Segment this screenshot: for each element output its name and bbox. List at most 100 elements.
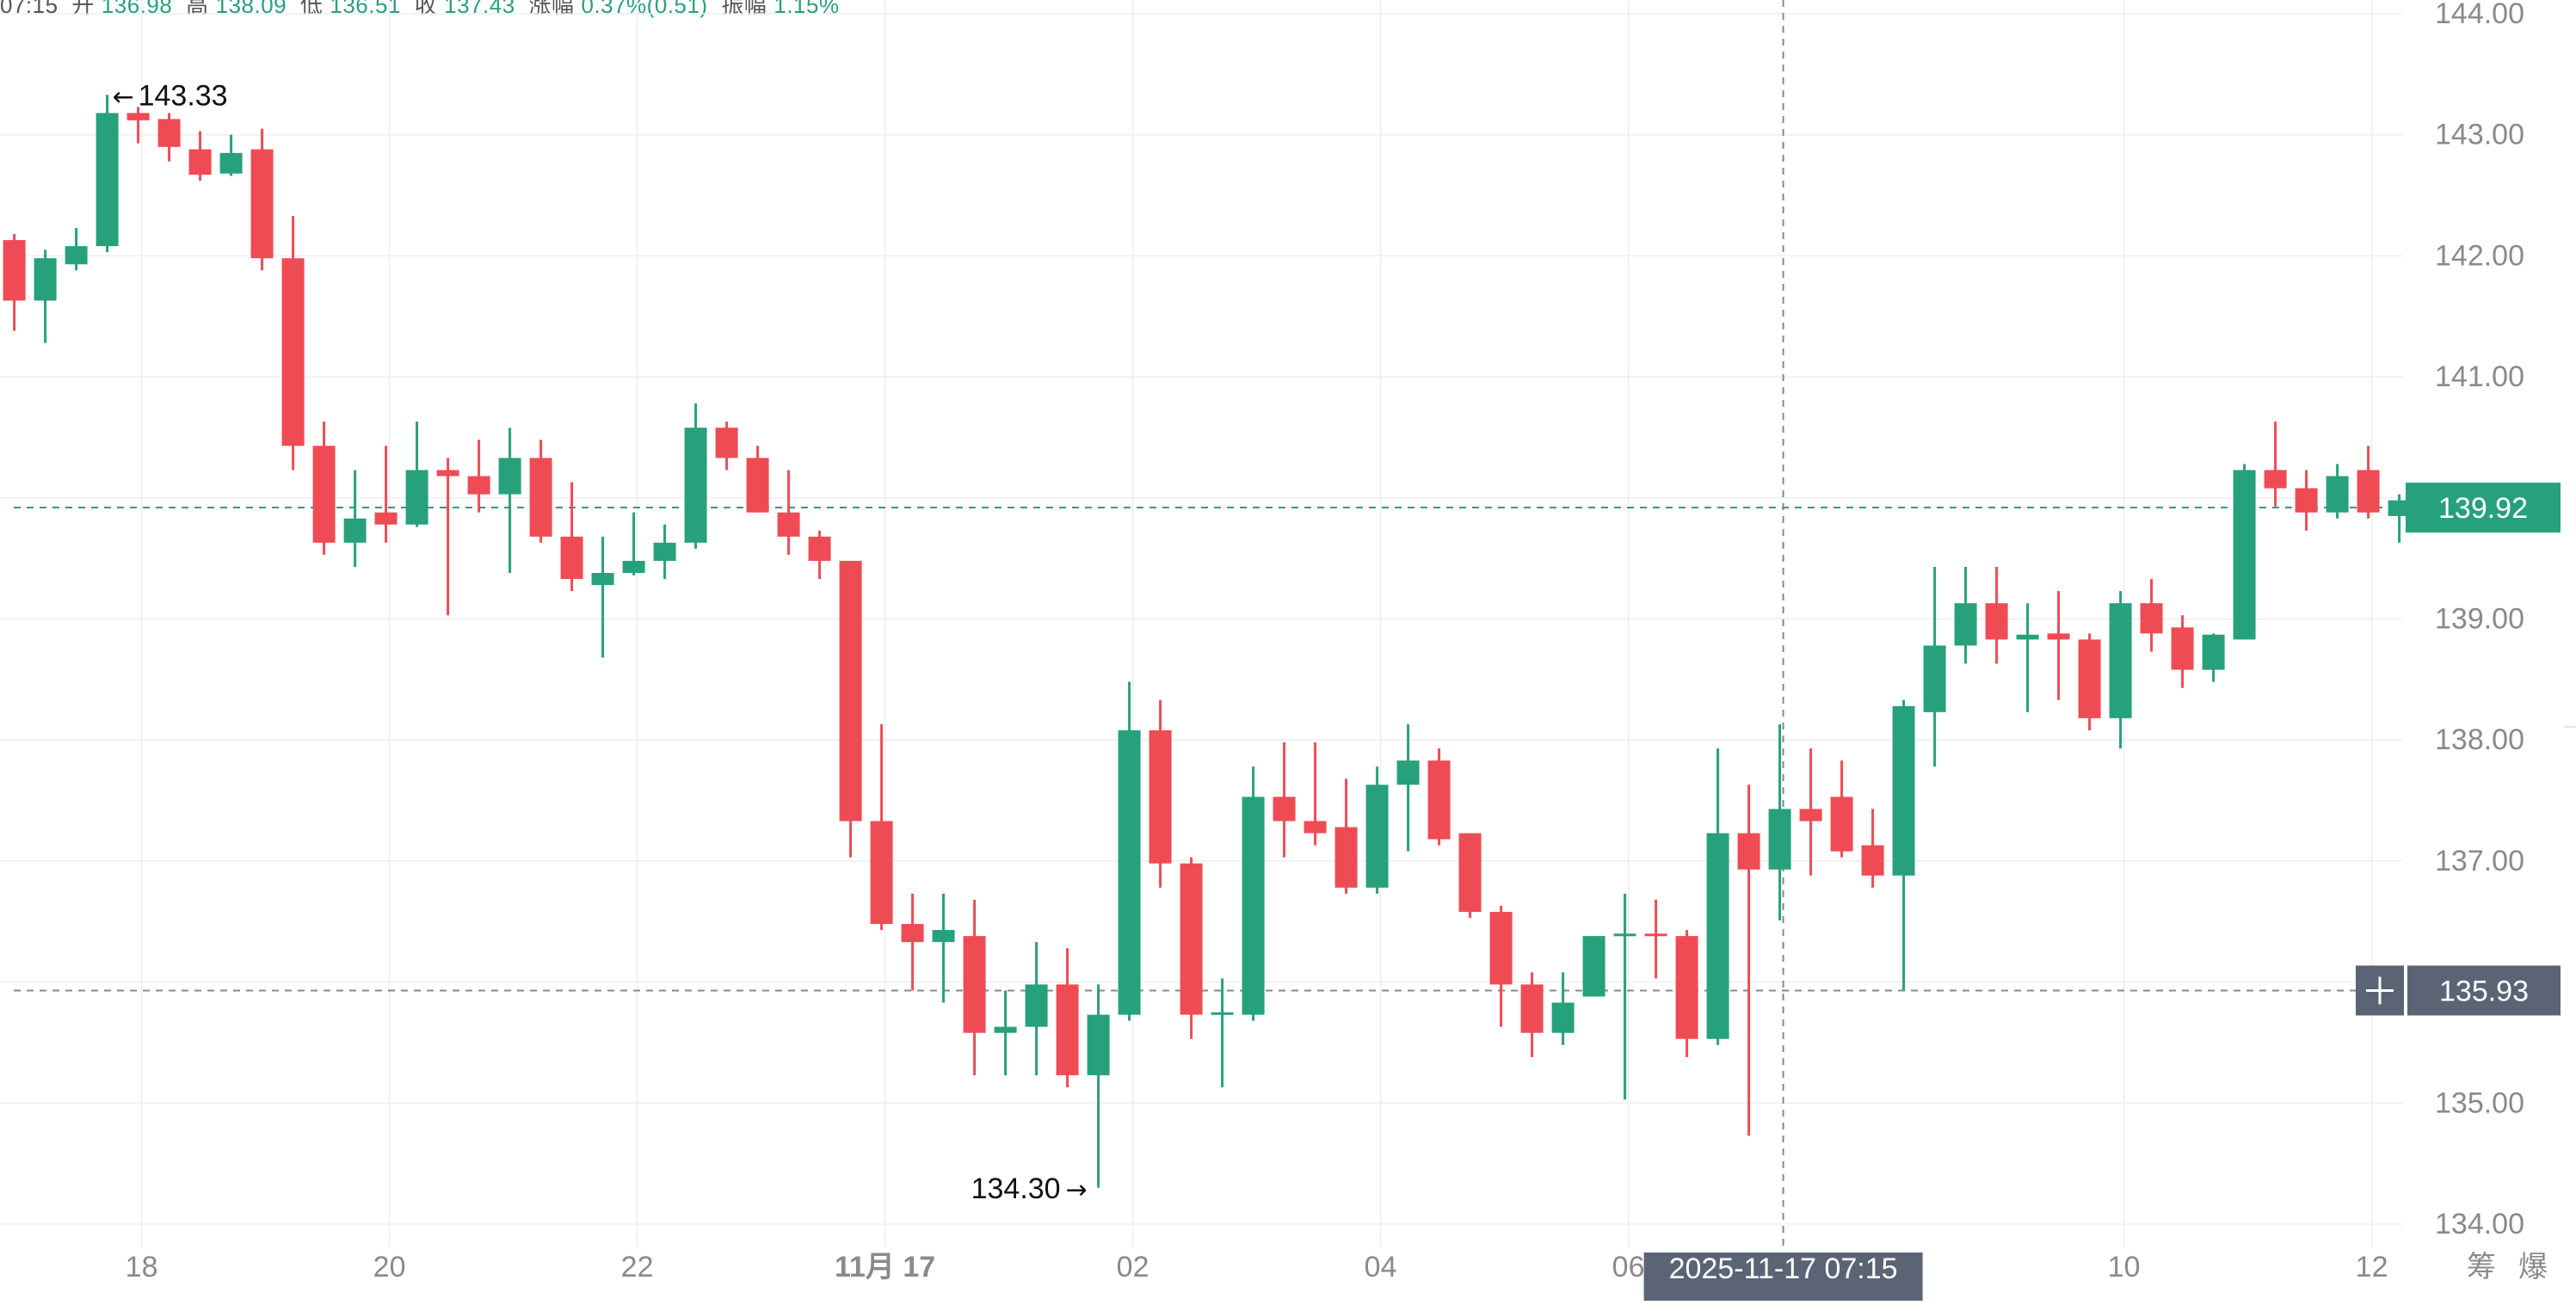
candle-body[interactable] <box>1861 845 1884 876</box>
candle-body[interactable] <box>1149 729 1172 864</box>
candle-body[interactable] <box>963 936 986 1033</box>
candle-body[interactable] <box>1644 933 1667 937</box>
candle-body[interactable] <box>529 458 552 537</box>
current-price-label: 139.92 <box>2438 492 2528 525</box>
candle-body[interactable] <box>2202 634 2225 670</box>
high-price-annotation: 143.33 <box>139 79 228 112</box>
candle-body[interactable] <box>1056 984 1079 1075</box>
candle-body[interactable] <box>2388 500 2411 516</box>
candle-body[interactable] <box>839 560 862 822</box>
x-tick-label: 06 <box>1612 1251 1645 1283</box>
candle-body[interactable] <box>684 428 707 543</box>
candle-body[interactable] <box>1396 760 1420 785</box>
candle-body[interactable] <box>1954 603 1977 646</box>
candle-body[interactable] <box>901 924 924 943</box>
candle-body[interactable] <box>715 428 738 459</box>
candle-body[interactable] <box>96 113 119 247</box>
candle-body[interactable] <box>2171 627 2194 670</box>
candle-body[interactable] <box>746 458 769 513</box>
candle-body[interactable] <box>405 470 428 525</box>
candle-body[interactable] <box>560 536 583 580</box>
candle-body[interactable] <box>1985 603 2008 640</box>
candle-body[interactable] <box>250 149 274 259</box>
candle-body[interactable] <box>1675 936 1698 1039</box>
explosion-button[interactable]: 爆 <box>2518 1250 2548 1284</box>
y-tick-label: 135.00 <box>2435 1086 2524 1119</box>
candle-body[interactable] <box>436 470 459 477</box>
candle-body[interactable] <box>1273 797 1296 822</box>
candle-body[interactable] <box>2047 633 2070 640</box>
candle-body[interactable] <box>126 113 150 120</box>
candle-body[interactable] <box>2109 603 2132 718</box>
candle-body[interactable] <box>343 518 367 543</box>
y-tick-label: 134.00 <box>2435 1208 2524 1240</box>
candle-body[interactable] <box>219 152 243 174</box>
candle-body[interactable] <box>808 536 831 561</box>
current-price-tag <box>2406 483 2561 533</box>
candle-body[interactable] <box>591 573 614 586</box>
candle-body[interactable] <box>1551 1002 1575 1033</box>
candle-body[interactable] <box>1118 729 1141 1015</box>
candle-body[interactable] <box>498 458 521 495</box>
candle-body[interactable] <box>1830 797 1853 852</box>
x-tick-label: 10 <box>2108 1251 2141 1283</box>
candle-body[interactable] <box>1892 705 1915 876</box>
candle-body[interactable] <box>3 240 26 301</box>
candle-body[interactable] <box>1582 936 1605 997</box>
candle-body[interactable] <box>1211 1012 1234 1015</box>
candle-body[interactable] <box>1737 833 1760 870</box>
candle-body[interactable] <box>312 446 336 543</box>
x-tick-label: 18 <box>126 1251 158 1283</box>
candle-body[interactable] <box>777 512 800 537</box>
candle-body[interactable] <box>1706 833 1729 1039</box>
candle-body[interactable] <box>2357 470 2380 513</box>
candle-body[interactable] <box>157 119 181 147</box>
low-marker-arrow: → <box>1066 1175 1088 1205</box>
crosshair-price-tag <box>2407 965 2561 1016</box>
y-tick-label: 137.00 <box>2435 845 2524 877</box>
crosshair-time-tag <box>1643 1253 1923 1301</box>
x-tick-label: 04 <box>1365 1251 1397 1283</box>
candle-body[interactable] <box>2078 639 2101 718</box>
y-tick-label: 142.00 <box>2435 239 2524 272</box>
candle-body[interactable] <box>1923 645 1946 712</box>
candle-body[interactable] <box>281 258 305 446</box>
candle-body[interactable] <box>994 1026 1017 1033</box>
candle-body[interactable] <box>1025 984 1048 1027</box>
candle-body[interactable] <box>1799 809 1822 822</box>
x-tick-label: 02 <box>1117 1251 1149 1283</box>
candle-body[interactable] <box>1489 911 1513 985</box>
y-tick-label: 144.00 <box>2435 0 2524 30</box>
candle-body[interactable] <box>653 542 676 561</box>
candle-body[interactable] <box>2295 488 2318 513</box>
candle-body[interactable] <box>1613 933 1636 937</box>
candle-body[interactable] <box>65 246 88 265</box>
candle-body[interactable] <box>1242 797 1265 1015</box>
candle-body[interactable] <box>1087 1014 1110 1075</box>
x-tick-label: 11月 17 <box>835 1251 935 1283</box>
candle-body[interactable] <box>2326 476 2349 513</box>
y-tick-label: 139.00 <box>2435 603 2524 636</box>
chip-distribution-button[interactable]: 筹 <box>2467 1250 2496 1284</box>
low-price-annotation: 134.30 <box>971 1173 1061 1205</box>
candle-body[interactable] <box>1768 809 1791 870</box>
candle-body[interactable] <box>1303 821 1327 834</box>
candle-body[interactable] <box>2264 470 2287 489</box>
candle-body[interactable] <box>1334 827 1358 888</box>
candle-body[interactable] <box>34 258 57 301</box>
candle-body[interactable] <box>1458 833 1482 912</box>
candle-body[interactable] <box>1520 984 1544 1033</box>
candle-body[interactable] <box>1365 785 1389 888</box>
candle-body[interactable] <box>1427 760 1451 840</box>
candle-body[interactable] <box>870 821 893 925</box>
candle-body[interactable] <box>2140 603 2163 634</box>
candle-body[interactable] <box>188 149 212 175</box>
candle-body[interactable] <box>374 512 397 525</box>
candle-body[interactable] <box>2233 470 2256 640</box>
candle-body[interactable] <box>2016 634 2039 640</box>
candle-body[interactable] <box>1180 863 1203 1015</box>
candle-body[interactable] <box>467 476 490 495</box>
candle-body[interactable] <box>622 560 645 574</box>
candle-body[interactable] <box>932 930 955 943</box>
